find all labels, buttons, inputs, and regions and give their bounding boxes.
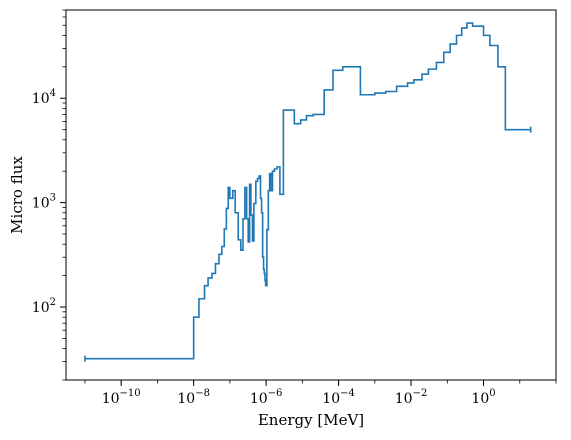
- plot-frame: [65, 9, 557, 381]
- x-axis: 10−10 10−8 10−6 10−4 10−2 100: [84, 380, 557, 407]
- series-layer: [84, 22, 532, 362]
- y-axis: 102 103 104: [32, 9, 66, 381]
- series-line: [84, 22, 531, 360]
- x-tick-label: 10−4: [322, 388, 355, 407]
- x-tick-label: 100: [471, 388, 495, 407]
- y-tick-label: 104: [32, 88, 56, 107]
- x-tick-label: 10−6: [250, 388, 283, 407]
- x-tick-label: 10−8: [177, 388, 210, 407]
- y-axis-label: Micro flux: [8, 156, 26, 234]
- x-tick-label: 10−2: [395, 388, 428, 407]
- y-tick-label: 103: [32, 193, 56, 212]
- y-tick-label: 102: [32, 297, 56, 316]
- plot-area: 10−10 10−8 10−6 10−4 10−2 100 102 103 104: [32, 9, 557, 407]
- x-tick-label: 10−10: [102, 388, 141, 407]
- x-axis-label: Energy [MeV]: [258, 411, 364, 429]
